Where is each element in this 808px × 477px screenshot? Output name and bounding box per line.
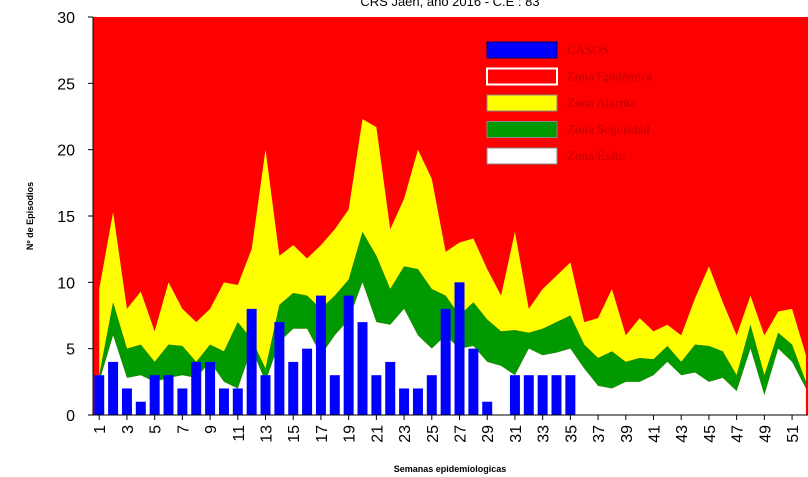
bar	[232, 388, 243, 415]
legend-label: Zona Epidémica	[567, 68, 653, 83]
x-tick-label: 1	[92, 425, 109, 434]
x-tick-label: 23	[397, 425, 414, 443]
bar	[94, 375, 105, 415]
y-tick-label: 10	[57, 275, 75, 292]
legend-swatch	[486, 147, 558, 165]
bar	[343, 295, 354, 415]
x-tick-label: 47	[730, 425, 747, 443]
bar	[426, 375, 437, 415]
bar	[565, 375, 576, 415]
bar	[302, 348, 313, 415]
zone-area	[99, 231, 806, 396]
legend-swatch	[486, 94, 558, 112]
x-tick-label: 29	[480, 425, 497, 443]
x-tick-label: 37	[591, 425, 608, 443]
x-tick-label: 43	[674, 425, 691, 443]
bar	[260, 375, 271, 415]
bar	[108, 361, 119, 415]
bar	[440, 308, 451, 415]
bar	[482, 401, 493, 415]
x-tick-label: 11	[231, 425, 248, 442]
legend-label: Zona Alarma	[567, 95, 635, 110]
x-tick-label: 27	[453, 425, 470, 443]
x-tick-label: 9	[203, 425, 220, 434]
y-tick-label: 15	[57, 209, 75, 226]
bar	[177, 388, 188, 415]
x-tick-label: 15	[286, 425, 303, 443]
bar	[385, 361, 396, 415]
bar	[315, 295, 326, 415]
plot-area	[93, 17, 808, 415]
y-tick-label: 20	[57, 143, 75, 160]
bar	[121, 388, 132, 415]
bar	[218, 388, 229, 415]
chart-title: CRS Jaén, año 2016 - C.E : 83	[360, 0, 539, 9]
bar	[357, 322, 368, 415]
legend-swatch	[486, 67, 558, 86]
bar	[163, 375, 174, 415]
bar	[551, 375, 562, 415]
x-tick-label: 13	[259, 425, 276, 443]
bar	[399, 388, 410, 415]
bar	[537, 375, 548, 415]
bar	[205, 361, 216, 415]
legend-label: Zona Éxito	[567, 148, 625, 163]
x-tick-label: 31	[508, 425, 525, 443]
x-tick-label: 3	[120, 425, 137, 434]
x-tick-label: 17	[314, 425, 331, 443]
y-tick-label: 30	[57, 10, 75, 27]
x-tick-label: 25	[425, 425, 442, 443]
y-tick-label: 25	[57, 76, 75, 93]
x-tick-label: 49	[757, 425, 774, 443]
x-tick-label: 45	[702, 425, 719, 443]
legend-swatch	[486, 121, 558, 138]
bar	[288, 361, 299, 415]
x-tick-label: 33	[536, 425, 553, 443]
x-tick-label: 39	[619, 425, 636, 443]
x-tick-label: 21	[369, 425, 386, 443]
x-axis-title: Semanas epidemiologicas	[394, 464, 507, 474]
bar	[191, 361, 202, 415]
bar	[454, 282, 465, 415]
bar	[371, 375, 382, 415]
bar	[329, 375, 340, 415]
y-tick-label: 0	[66, 408, 75, 425]
bar	[523, 375, 534, 415]
legend-label: CASOS	[567, 42, 609, 57]
x-tick-label: 19	[342, 425, 359, 443]
x-tick-label: 35	[563, 425, 580, 443]
bar	[149, 375, 160, 415]
y-tick-label: 5	[66, 342, 75, 359]
bar	[412, 388, 423, 415]
bar	[468, 348, 479, 415]
bar	[274, 322, 285, 415]
legend-swatch	[486, 41, 558, 59]
x-tick-label: 7	[175, 425, 192, 434]
y-axis-title: Nº de Episodios	[25, 182, 35, 250]
legend-label: Zona Seguridad	[567, 121, 650, 136]
x-tick-label: 5	[148, 425, 165, 434]
bar	[135, 401, 146, 415]
x-tick-label: 51	[785, 425, 802, 443]
bar	[246, 308, 257, 415]
bar	[509, 375, 520, 415]
zone-area	[99, 119, 806, 382]
x-tick-label: 41	[646, 425, 663, 443]
